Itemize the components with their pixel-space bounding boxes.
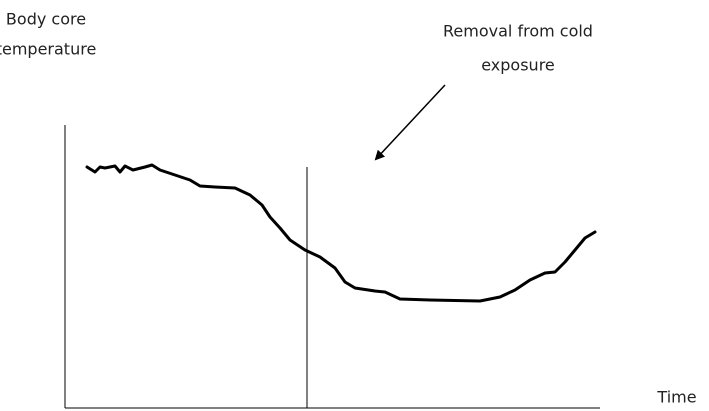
y-axis-label-line: temperature	[0, 40, 96, 59]
annotation-line: Removal from cold	[443, 22, 593, 41]
temperature-curve	[85, 163, 597, 303]
annotation-line: exposure	[481, 56, 555, 75]
annotation-arrow	[374, 84, 446, 161]
x-axis-label: Time	[656, 388, 696, 407]
y-axis-label-line: Body core	[6, 10, 86, 29]
